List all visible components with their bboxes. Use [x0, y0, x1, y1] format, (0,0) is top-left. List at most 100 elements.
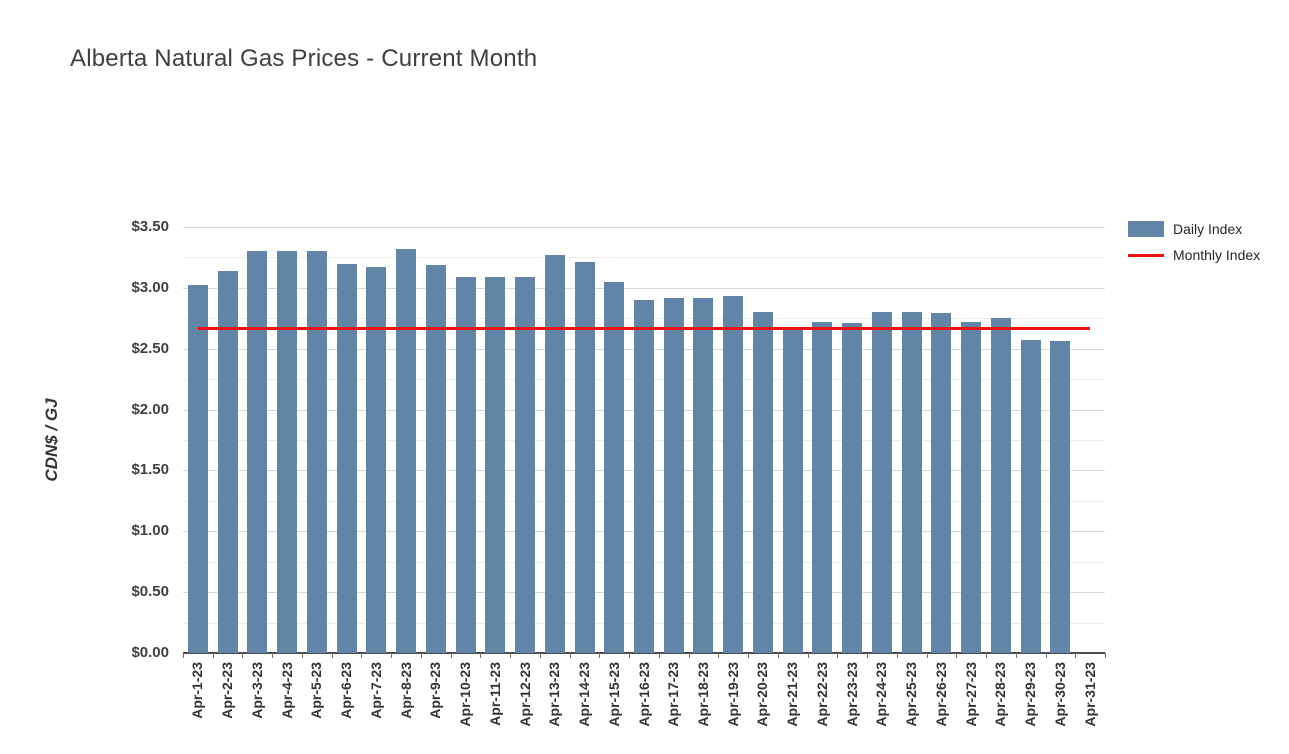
daily-index-bar-apr-5-23 [306, 251, 327, 653]
x-tick-label: Apr-27-23 [962, 662, 979, 727]
x-tick-label: Apr-6-23 [338, 662, 355, 719]
daily-index-bar-apr-29-23 [1020, 340, 1041, 653]
daily-index-bar-apr-23-23 [842, 323, 863, 653]
x-axis-tick [748, 653, 749, 658]
x-axis-tick [1046, 653, 1047, 658]
x-tick-label: Apr-10-23 [457, 662, 474, 727]
x-tick-label: Apr-3-23 [248, 662, 265, 719]
x-tick-label: Apr-18-23 [694, 662, 711, 727]
monthly-index-swatch-icon [1128, 253, 1164, 257]
daily-index-bar-apr-15-23 [604, 281, 625, 653]
x-tick-label: Apr-11-23 [486, 662, 503, 726]
y-tick-label: $1.50 [131, 461, 169, 479]
x-axis-tick [242, 653, 243, 658]
x-tick-label: Apr-13-23 [546, 662, 563, 727]
x-axis-tick [867, 653, 868, 658]
daily-index-bar-apr-7-23 [366, 267, 387, 653]
x-axis-tick [183, 653, 184, 658]
daily-index-bar-apr-18-23 [693, 297, 714, 653]
daily-index-bar-apr-12-23 [515, 276, 536, 653]
x-axis-tick [659, 653, 660, 658]
x-tick-label: Apr-29-23 [1022, 662, 1039, 727]
x-axis-tick [332, 653, 333, 658]
daily-index-bar-apr-27-23 [961, 321, 982, 653]
daily-index-bar-apr-3-23 [247, 251, 268, 653]
x-tick-label: Apr-25-23 [903, 662, 920, 727]
x-axis-tick [629, 653, 630, 658]
daily-index-bar-apr-17-23 [663, 297, 684, 653]
daily-index-bar-apr-19-23 [723, 296, 744, 653]
x-tick-label: Apr-19-23 [724, 662, 741, 727]
x-tick-label: Apr-1-23 [189, 662, 206, 719]
x-axis-tick [451, 653, 452, 658]
x-axis-tick [778, 653, 779, 658]
daily-index-bar-apr-22-23 [812, 321, 833, 653]
x-tick-label: Apr-20-23 [754, 662, 771, 727]
legend-item-daily-index: Daily Index [1128, 221, 1260, 237]
major-gridline [183, 227, 1105, 228]
x-axis-tick [302, 653, 303, 658]
x-tick-label: Apr-4-23 [278, 662, 295, 719]
x-axis-tick [718, 653, 719, 658]
y-tick-label: $2.00 [131, 400, 169, 418]
x-tick-label: Apr-16-23 [635, 662, 652, 727]
x-axis-tick [1016, 653, 1017, 658]
legend-item-monthly-index: Monthly Index [1128, 247, 1260, 263]
x-tick-label: Apr-26-23 [932, 662, 949, 727]
y-tick-label: $3.50 [131, 218, 169, 235]
x-tick-label: Apr-22-23 [813, 662, 830, 727]
y-tick-label: $0.00 [131, 644, 169, 661]
daily-index-bar-apr-8-23 [396, 248, 417, 653]
y-tick-label: $2.50 [131, 339, 169, 357]
x-axis-tick [689, 653, 690, 658]
x-tick-label: Apr-7-23 [367, 662, 384, 719]
daily-index-bar-apr-2-23 [217, 270, 238, 653]
major-gridline [183, 287, 1105, 289]
x-axis-tick [510, 653, 511, 658]
minor-gridline [183, 257, 1105, 259]
x-axis-tick [599, 653, 600, 658]
x-tick-label: Apr-24-23 [873, 662, 890, 727]
daily-index-bar-apr-1-23 [187, 285, 208, 653]
x-axis-tick [1075, 653, 1076, 658]
daily-index-bar-apr-10-23 [455, 276, 476, 653]
x-axis-tick [927, 653, 928, 658]
x-axis-tick [213, 653, 214, 658]
daily-index-bar-apr-25-23 [901, 312, 922, 653]
x-axis-tick [421, 653, 422, 658]
daily-index-bar-apr-24-23 [871, 312, 892, 653]
x-tick-label: Apr-14-23 [576, 662, 593, 727]
monthly-index-line [197, 326, 1091, 330]
daily-index-swatch-icon [1128, 221, 1164, 237]
x-tick-label: Apr-21-23 [784, 662, 801, 727]
daily-index-bar-apr-4-23 [277, 251, 298, 653]
daily-index-bar-apr-26-23 [931, 313, 952, 653]
x-axis-line [183, 652, 1105, 654]
daily-index-bar-apr-28-23 [990, 318, 1011, 653]
daily-index-bar-apr-6-23 [336, 263, 357, 653]
x-tick-label: Apr-5-23 [308, 662, 325, 719]
x-axis-tick [361, 653, 362, 658]
x-axis-tick [986, 653, 987, 658]
x-axis-tick [480, 653, 481, 658]
x-axis-tick [808, 653, 809, 658]
daily-index-bar-apr-13-23 [544, 255, 565, 653]
x-tick-label: Apr-15-23 [605, 662, 622, 727]
x-tick-label: Apr-9-23 [427, 662, 444, 719]
y-tick-label: $1.00 [131, 522, 169, 540]
daily-index-bar-apr-9-23 [425, 264, 446, 653]
x-tick-label: Apr-31-23 [1081, 662, 1098, 727]
daily-index-bar-apr-21-23 [782, 329, 803, 653]
x-axis-tick [272, 653, 273, 658]
x-axis-tick [956, 653, 957, 658]
x-axis-tick [837, 653, 838, 658]
daily-index-bar-apr-11-23 [485, 276, 506, 653]
chart-title: Alberta Natural Gas Prices - Current Mon… [70, 45, 538, 72]
y-tick-label: $3.00 [131, 278, 169, 296]
daily-index-bar-apr-30-23 [1050, 341, 1071, 653]
x-axis-tick [897, 653, 898, 658]
y-tick-label: $0.50 [131, 583, 169, 601]
y-axis-title: CDN$ / GJ [42, 398, 61, 482]
x-tick-label: Apr-8-23 [397, 662, 414, 719]
